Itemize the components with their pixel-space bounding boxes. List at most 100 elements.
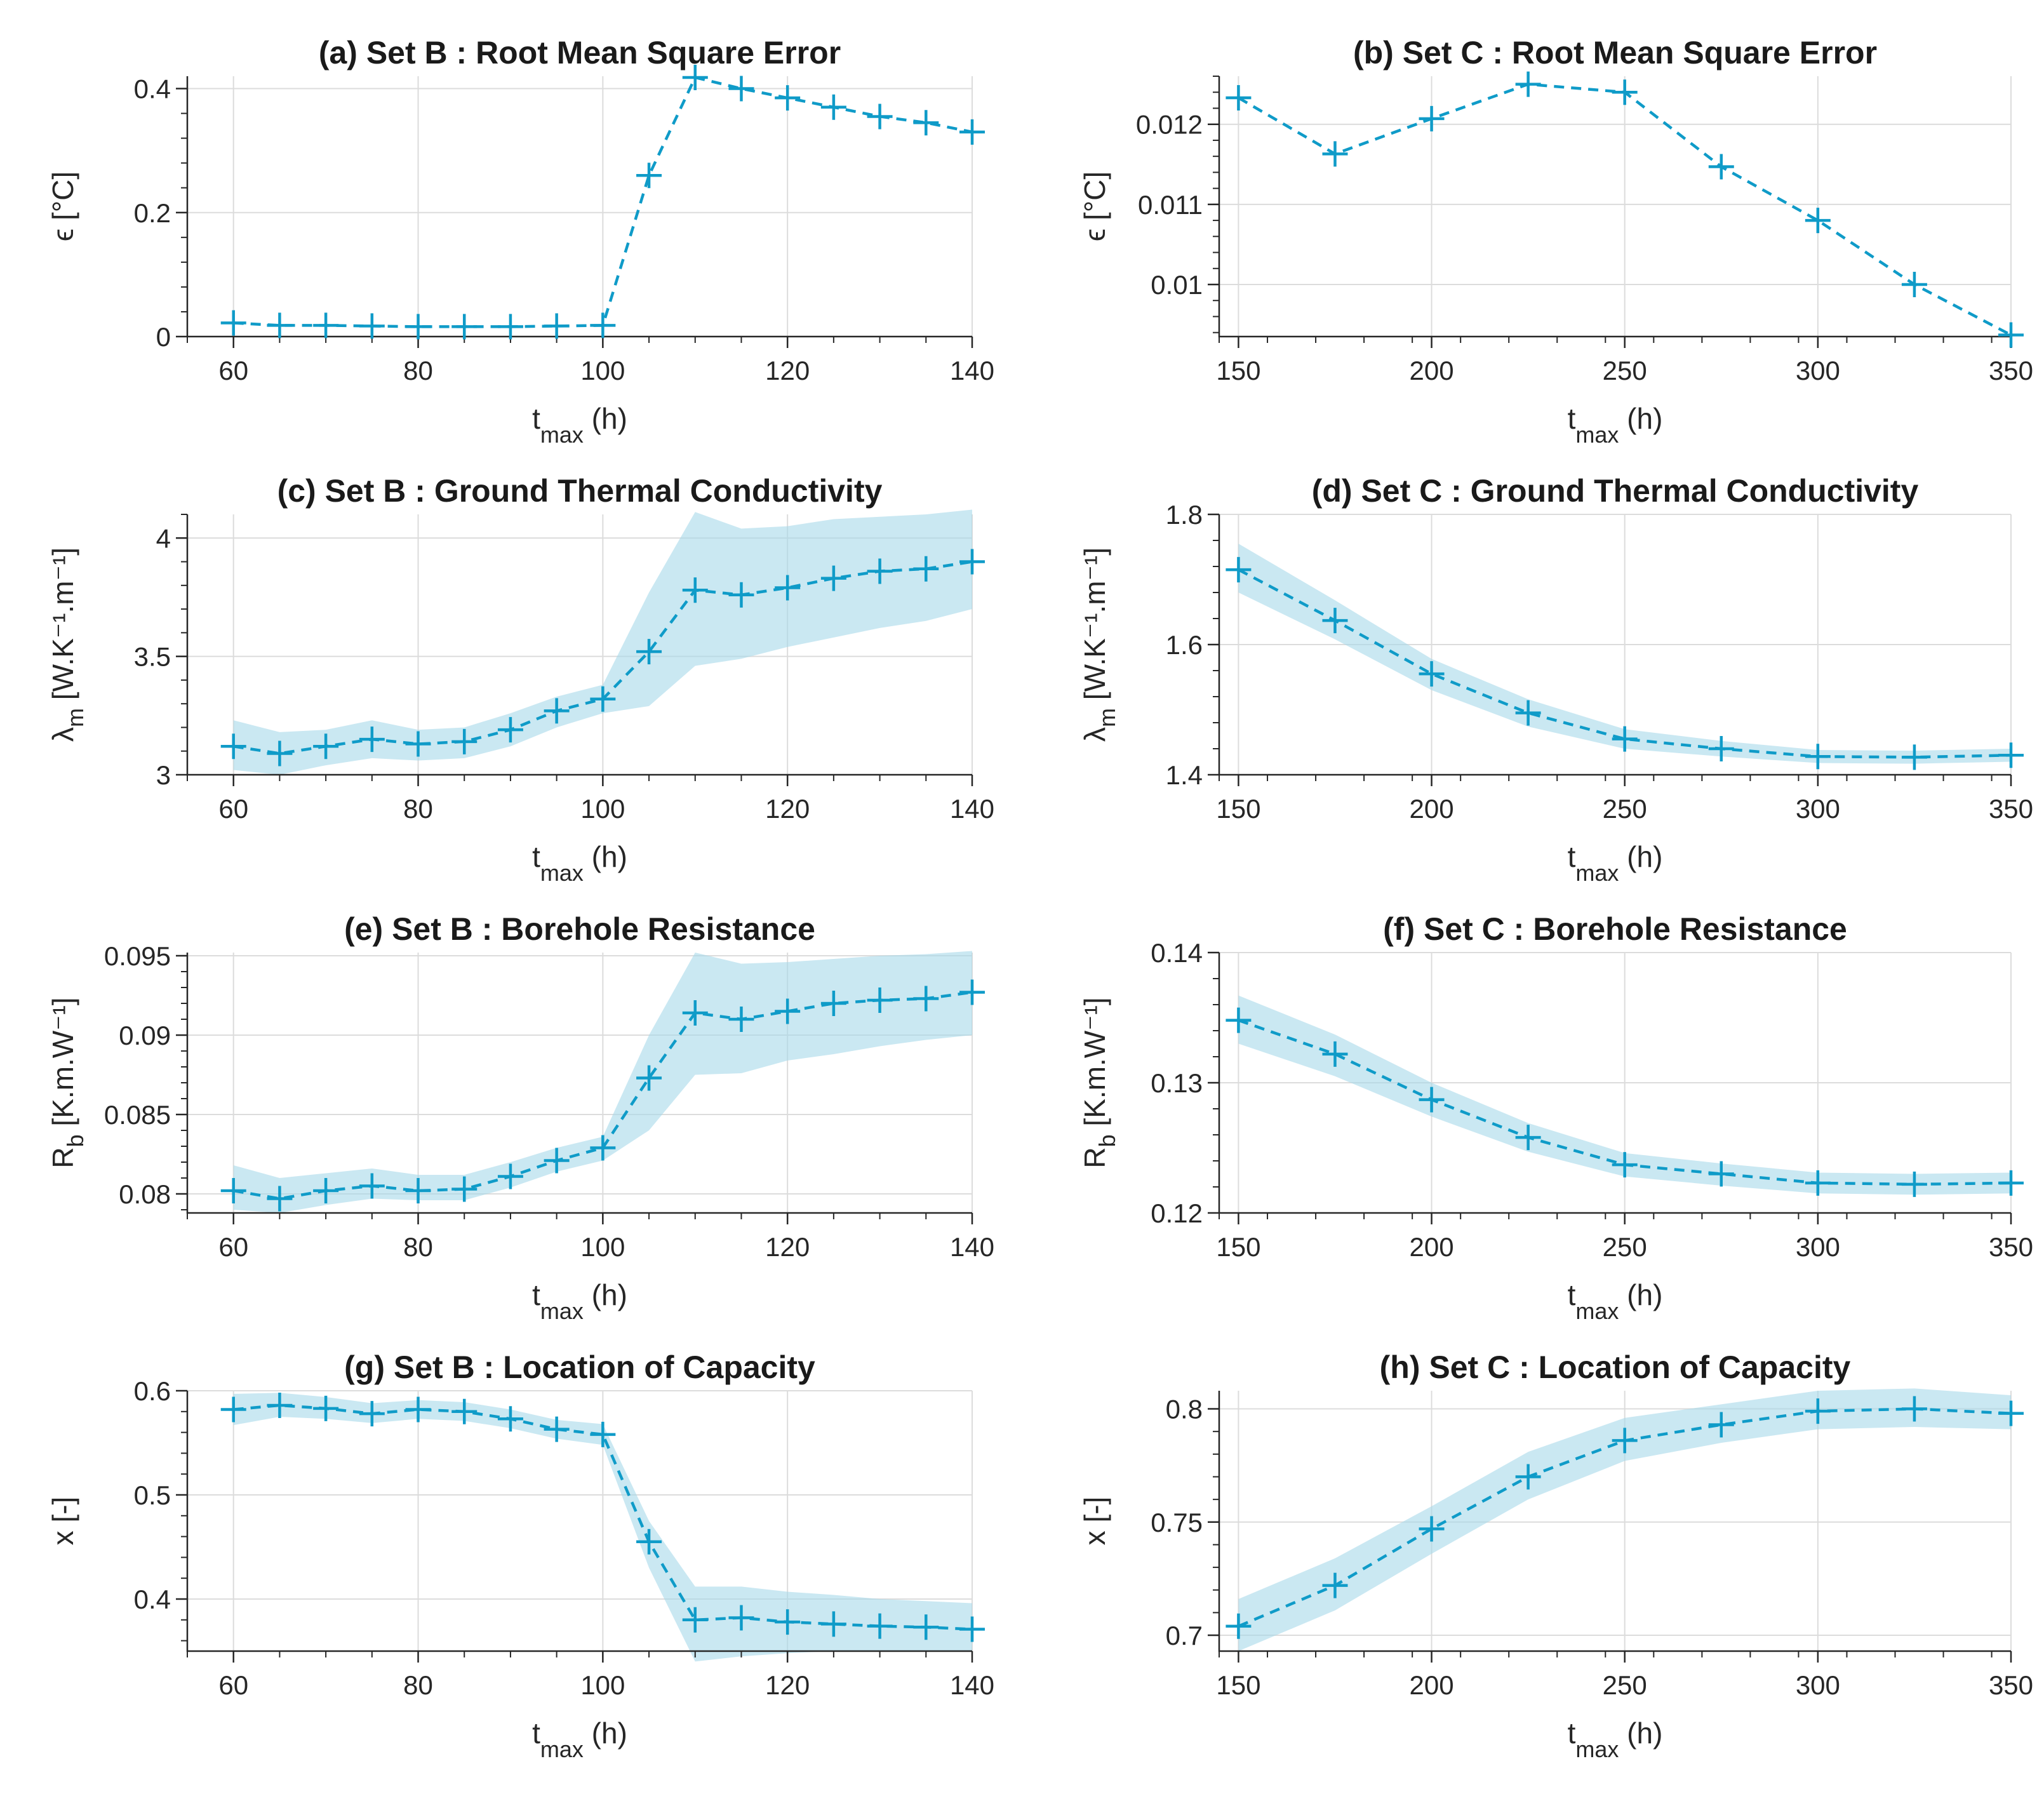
data-point <box>1419 1516 1445 1542</box>
data-point <box>1322 1572 1348 1598</box>
data-point <box>1419 105 1445 131</box>
y-label-unit: [-] <box>1078 1497 1111 1531</box>
subplot-a: 60 80 100 120 140 0 0.2 0.4 (a) Set B : Root Mea… <box>46 35 994 448</box>
data-point <box>959 119 985 145</box>
y-tick-label: 0 <box>156 322 171 352</box>
x-label-main: t <box>532 1278 540 1311</box>
data-point <box>267 1186 293 1212</box>
data-point <box>913 556 939 582</box>
x-label-main: t <box>1568 1717 1576 1750</box>
data-point <box>405 731 431 757</box>
x-label-main: t <box>532 1717 540 1750</box>
data-point <box>451 728 478 754</box>
x-label-subscript: max <box>1575 860 1619 886</box>
y-axis-label: ϵ [°C] <box>1078 171 1111 241</box>
data-point <box>728 582 754 608</box>
x-label-unit: (h) <box>1619 1278 1662 1311</box>
y-label-unit: [K.m.W⁻¹] <box>46 997 79 1134</box>
data-point <box>1322 141 1348 167</box>
data-point <box>820 94 846 120</box>
data-point <box>728 1007 754 1032</box>
x-tick-label: 120 <box>765 794 810 824</box>
x-tick-label: 60 <box>218 794 248 824</box>
x-tick-label: 80 <box>403 794 433 824</box>
data-point <box>220 1178 246 1203</box>
y-label-main: x <box>46 1530 79 1545</box>
data-point <box>682 64 708 90</box>
data-point <box>590 1421 616 1447</box>
data-point <box>1612 79 1638 105</box>
data-point <box>1708 1412 1734 1438</box>
x-label-unit: (h) <box>1619 1717 1662 1750</box>
data-point <box>1612 1152 1638 1178</box>
data-point <box>405 314 431 340</box>
y-label-unit: [W.K⁻¹.m⁻¹] <box>46 547 79 708</box>
subplot-e: 60 80 100 120 140 0.08 0.085 0.09 0.095 (e) Set B… <box>46 911 994 1324</box>
x-tick-label: 100 <box>580 1670 625 1700</box>
y-axis-label: λm [W.K⁻¹.m⁻¹] <box>46 547 88 742</box>
x-tick-label: 120 <box>765 1232 810 1262</box>
subplot-g: 60 80 100 120 140 0.4 0.5 0.6 (g) Set B : Locati… <box>46 1349 994 1762</box>
y-tick-label: 0.6 <box>134 1376 171 1406</box>
x-label-subscript: max <box>540 1298 584 1324</box>
confidence-band <box>233 1393 973 1662</box>
y-tick-label: 0.085 <box>104 1100 171 1130</box>
x-tick-label: 80 <box>403 1670 433 1700</box>
axes-frame <box>1218 76 2011 338</box>
x-tick-label: 140 <box>950 1232 994 1262</box>
x-tick-label: 150 <box>1216 356 1260 385</box>
x-label-subscript: max <box>1575 1736 1619 1762</box>
x-label-main: t <box>1568 840 1576 873</box>
x-tick-label: 350 <box>1989 356 2033 385</box>
x-label-subscript: max <box>540 1736 584 1762</box>
x-label-unit: (h) <box>584 840 627 873</box>
data-point <box>405 1178 431 1203</box>
chart-title: (h) Set C : Location of Capacity <box>1380 1349 1851 1385</box>
data-point <box>359 726 385 753</box>
data-point <box>359 1173 385 1199</box>
x-label-main: t <box>532 402 540 435</box>
x-tick-label: 200 <box>1410 356 1454 385</box>
x-tick-label: 140 <box>950 794 994 824</box>
x-tick-label: 120 <box>765 1670 810 1700</box>
data-point <box>959 549 985 575</box>
x-tick-label: 350 <box>1989 1232 2033 1262</box>
y-axis-label: x [-] <box>46 1497 79 1546</box>
y-tick-label: 0.4 <box>134 74 171 104</box>
y-label-subscript: m <box>1094 708 1120 727</box>
data-point <box>313 1178 339 1203</box>
x-label-unit: (h) <box>584 1717 627 1750</box>
y-label-unit: [W.K⁻¹.m⁻¹] <box>1078 547 1111 708</box>
data-point <box>636 1065 662 1091</box>
x-tick-label: 140 <box>950 356 994 385</box>
y-label-unit: [-] <box>46 1497 79 1531</box>
axes-frame <box>186 76 972 338</box>
data-point <box>544 698 570 724</box>
data-point <box>313 312 339 338</box>
data-point <box>775 575 801 601</box>
data-point <box>867 558 893 584</box>
x-tick-label: 120 <box>765 356 810 385</box>
x-tick-label: 140 <box>950 1670 994 1700</box>
data-point <box>497 1406 523 1432</box>
x-tick-label: 350 <box>1989 1670 2033 1700</box>
subplot-d: 150 200 250 300 350 1.4 1.6 1.8 (d) Set C : Grou… <box>1078 473 2033 886</box>
x-tick-label: 80 <box>403 356 433 385</box>
data-point <box>451 1176 478 1202</box>
data-point <box>682 1607 708 1633</box>
y-tick-label: 0.8 <box>1166 1395 1203 1424</box>
y-label-main: R <box>1078 1147 1111 1168</box>
data-point <box>267 740 293 766</box>
x-tick-label: 100 <box>580 356 625 385</box>
chart-title: (c) Set B : Ground Thermal Conductivity <box>277 473 883 509</box>
data-point <box>775 85 801 111</box>
series-line <box>1238 568 2012 759</box>
data-point <box>1998 742 2024 768</box>
data-point <box>959 1616 985 1642</box>
data-point <box>1226 1613 1252 1639</box>
data-point <box>867 104 893 130</box>
data-point <box>1515 1125 1541 1151</box>
x-tick-label: 350 <box>1989 794 2033 824</box>
x-label-subscript: max <box>1575 422 1619 448</box>
data-point <box>682 1000 708 1026</box>
